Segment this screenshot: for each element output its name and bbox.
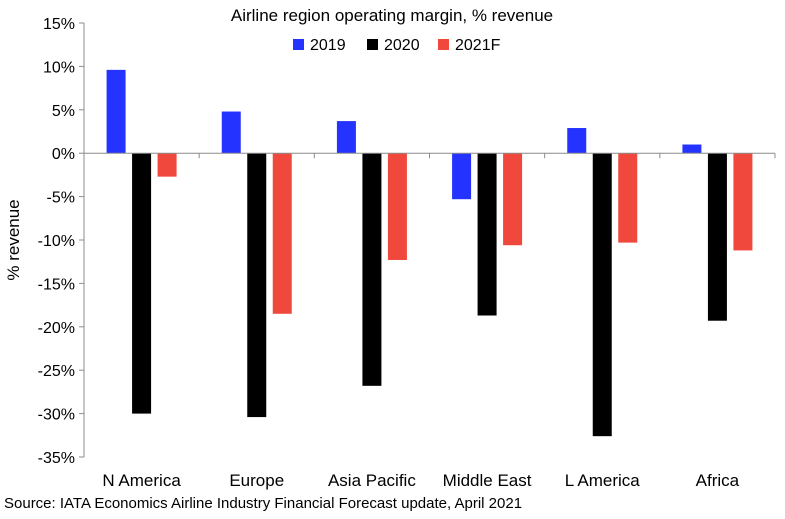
bar-2019-l-america bbox=[567, 128, 587, 154]
y-tick-label: 15% bbox=[43, 16, 75, 33]
bar-2021f-asia-pacific bbox=[387, 153, 407, 260]
legend-label: 2019 bbox=[310, 37, 346, 54]
y-tick-label: -10% bbox=[38, 233, 75, 250]
bar-2020-middle-east bbox=[477, 153, 497, 316]
y-tick-label: 0% bbox=[52, 146, 75, 163]
y-axis-label: % revenue bbox=[4, 199, 23, 280]
x-tick-label: Europe bbox=[229, 471, 284, 490]
legend-swatch bbox=[367, 39, 378, 50]
bar-2019-middle-east bbox=[452, 153, 472, 200]
bar-2019-europe bbox=[221, 111, 241, 154]
y-tick-label: -15% bbox=[38, 276, 75, 293]
x-tick-label: N America bbox=[102, 471, 181, 490]
legend-item: 2021F bbox=[438, 37, 501, 54]
bar-2020-n-america bbox=[132, 153, 152, 414]
bar-2021f-africa bbox=[733, 153, 753, 251]
legend-swatch bbox=[438, 39, 449, 50]
bar-2021f-l-america bbox=[618, 153, 638, 243]
source-note: Source: IATA Economics Airline Industry … bbox=[4, 495, 522, 512]
x-axis: N America Europe Asia Pacific Middle East L … bbox=[83, 152, 776, 490]
bar-2021f-europe bbox=[272, 153, 292, 314]
legend-label: 2021F bbox=[455, 37, 501, 54]
bar-2021f-n-america bbox=[157, 153, 177, 177]
legend-swatch bbox=[293, 39, 304, 50]
bar-2020-africa bbox=[707, 153, 727, 321]
bar-2019-n-america bbox=[106, 69, 126, 154]
y-tick-label: -35% bbox=[38, 450, 75, 467]
bars-group bbox=[106, 69, 753, 437]
legend-item: 2020 bbox=[367, 37, 420, 54]
x-tick-label: L America bbox=[565, 471, 641, 490]
x-tick-label: Asia Pacific bbox=[328, 471, 416, 490]
chart-title: Airline region operating margin, % reven… bbox=[231, 6, 553, 25]
x-tick-label: Africa bbox=[696, 471, 740, 490]
bar-2020-europe bbox=[247, 153, 267, 418]
bar-2020-l-america bbox=[592, 153, 612, 437]
y-tick-label: -25% bbox=[38, 363, 75, 380]
legend-label: 2020 bbox=[384, 37, 420, 54]
bar-2021f-middle-east bbox=[503, 153, 523, 246]
y-tick-label: 5% bbox=[52, 103, 75, 120]
y-tick-label: 10% bbox=[43, 59, 75, 76]
y-axis: 15% 10% 5% 0% -5% -10% -15% -20% -25% -30% -35% bbox=[38, 16, 85, 467]
bar-2020-asia-pacific bbox=[362, 153, 382, 386]
bar-2019-asia-pacific bbox=[336, 121, 356, 154]
y-tick-label: -20% bbox=[38, 320, 75, 337]
legend: 2019 2020 2021F bbox=[293, 37, 501, 54]
y-tick-label: -5% bbox=[47, 190, 75, 207]
x-tick-label: Middle East bbox=[443, 471, 532, 490]
bar-2019-africa bbox=[682, 144, 702, 154]
legend-item: 2019 bbox=[293, 37, 346, 54]
y-tick-label: -30% bbox=[38, 407, 75, 424]
